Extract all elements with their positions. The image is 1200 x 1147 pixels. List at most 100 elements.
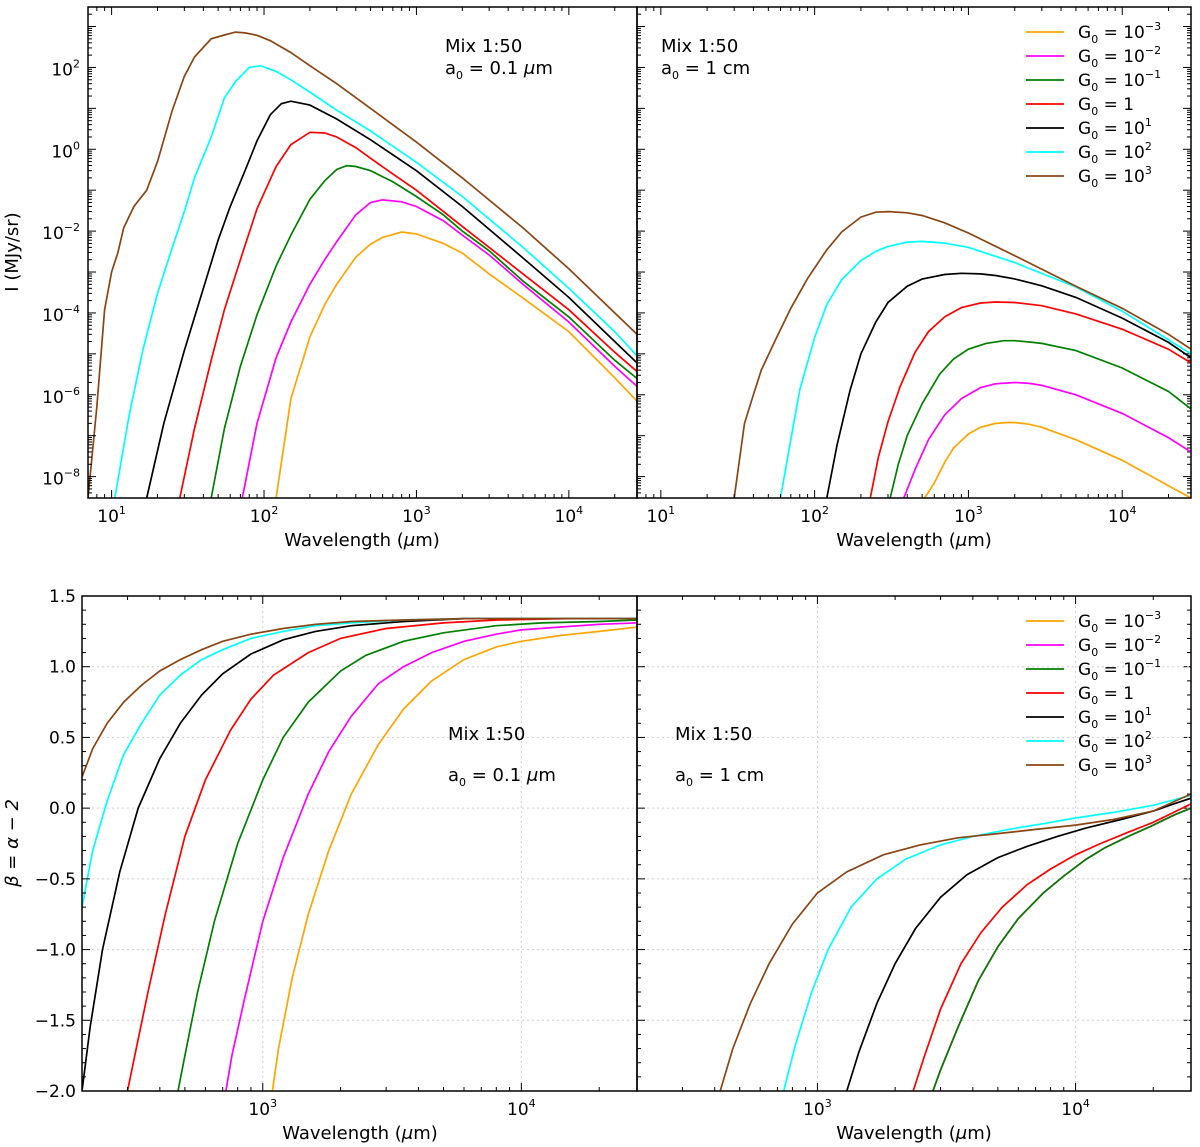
legend-label: G0 = 101 (1078, 705, 1152, 731)
panel-top-left: 10−8 10−6 10−4 10−2 100 102 101 102 103 104 Mix … (2, 6, 1191, 551)
legend-entry-G_3: G0 = 103 (1026, 753, 1152, 779)
series-line-G_m2 (241, 199, 637, 498)
anno-mix-bottom-right: Mix 1:50 (675, 724, 752, 745)
legend-label: G0 = 101 (1078, 116, 1152, 142)
legend-entry-G_3: G0 = 103 (1026, 164, 1152, 190)
legend-entry-G_m3: G0 = 10−3 (1026, 609, 1161, 635)
a0-prefix: a (448, 765, 459, 786)
legend-entry-G_m2: G0 = 10−2 (1026, 44, 1161, 70)
legend-label: G0 = 103 (1078, 753, 1152, 779)
series-line-G_2 (779, 240, 1191, 498)
yticks-top-left: 10−8 10−6 10−4 10−2 100 102 (42, 6, 1191, 499)
series-line-G_3 (82, 617, 637, 778)
legend-label: G0 = 10−2 (1078, 44, 1161, 70)
legend-label: G0 = 1 (1078, 684, 1134, 707)
legend-label: G0 = 103 (1078, 164, 1152, 190)
series-line-G_m3 (923, 421, 1191, 498)
y-tick-label: −0.5 (35, 870, 76, 890)
ylabel-bottom-left: β = α − 2 (2, 799, 23, 888)
a0-sub: 0 (456, 69, 463, 82)
x-tick-label: 104 (1108, 504, 1137, 527)
legend-entry-G_2: G0 = 102 (1026, 729, 1152, 755)
y-tick-label: 1.5 (49, 587, 76, 607)
series-line-G_1 (145, 100, 637, 498)
ylabel-top-left: I (MJy/sr) (2, 212, 23, 291)
legend-entry-G_m1: G0 = 10−1 (1026, 657, 1161, 683)
series-line-G_m3 (275, 231, 637, 498)
x-tick-label: 103 (954, 504, 983, 527)
x-tick-label: 101 (647, 504, 676, 527)
legend-label: G0 = 10−2 (1078, 633, 1161, 659)
a0-prefix: a (675, 765, 686, 786)
series-line-G_2 (113, 64, 637, 498)
y-tick-label: 10−6 (42, 385, 80, 408)
xlabel-top-right: Wavelength (μm) (836, 530, 992, 551)
legend-entry-G_m2: G0 = 10−2 (1026, 633, 1161, 659)
a0-unit: m (538, 765, 556, 786)
legend-label: G0 = 10−3 (1078, 609, 1161, 635)
series-line-G_3 (719, 793, 1191, 1091)
series-line-G_m2 (225, 622, 637, 1091)
y-tick-label: −2.0 (35, 1082, 76, 1102)
legend-top-right: G0 = 10−3G0 = 10−2G0 = 10−1G0 = 1G0 = 10… (1026, 20, 1161, 190)
legend-entry-G_0: G0 = 1 (1026, 684, 1134, 707)
frame-top-right (636, 6, 1192, 499)
a0-value: = 0.1 (463, 58, 524, 79)
anno-mix-top-left: Mix 1:50 (445, 36, 522, 57)
series-line-G_m3 (271, 626, 637, 1091)
a0-unit-mu: μ (523, 58, 535, 79)
legend-label: G0 = 10−1 (1078, 68, 1161, 94)
xlabel-text-2: m) (967, 1123, 992, 1144)
a0-sub: 0 (686, 776, 693, 789)
xlabel-mu: μ (401, 1123, 413, 1144)
series-line-G_m1 (932, 807, 1191, 1091)
xlabel-text-1: Wavelength ( (836, 1123, 956, 1144)
series-line-G_0 (912, 803, 1191, 1091)
xlabel-text-2: m) (415, 530, 440, 551)
legend-label: G0 = 10−3 (1078, 20, 1161, 46)
series-line-G_m1 (889, 339, 1191, 498)
legend-label: G0 = 102 (1078, 729, 1152, 755)
x-tick-label: 101 (97, 504, 126, 527)
xlabel-bottom-left: Wavelength (μm) (282, 1123, 438, 1144)
x-tick-label: 103 (803, 1097, 832, 1120)
x-tick-label: 102 (250, 504, 279, 527)
a0-unit: m (535, 58, 553, 79)
anno-a0-bottom-right: a0 = 1 cm (675, 765, 764, 789)
xlabel-text-2: m) (967, 530, 992, 551)
xlabel-mu: μ (403, 530, 415, 551)
curves-top-right (733, 210, 1191, 498)
series-line-G_0 (126, 617, 637, 1091)
y-tick-label: 10−8 (42, 467, 80, 490)
frame-bottom-right (636, 595, 1192, 1092)
series-line-G_1 (825, 272, 1191, 498)
curves-bottom-right (719, 793, 1191, 1091)
y-tick-label: 100 (51, 139, 80, 162)
y-tick-label: 102 (51, 57, 80, 80)
a0-prefix: a (445, 58, 456, 79)
panel-bottom-left: −2.0 −1.5 −1.0 −0.5 0.0 0.5 1.0 1.5 103 104 Mix … (2, 587, 1191, 1144)
xlabel-top-left: Wavelength (μm) (284, 530, 440, 551)
a0-unit-mu: μ (526, 765, 538, 786)
legend-entry-G_1: G0 = 101 (1026, 116, 1152, 142)
xlabel-mu: μ (955, 1123, 967, 1144)
legend-label: G0 = 1 (1078, 95, 1134, 118)
series-line-G_0 (869, 301, 1191, 498)
x-tick-label: 103 (248, 1097, 277, 1120)
a0-value: = 1 cm (693, 765, 764, 786)
series-line-G_0 (178, 131, 637, 498)
series-line-G_m2 (903, 381, 1191, 498)
series-line-G_m1 (210, 164, 637, 498)
legend-entry-G_m3: G0 = 10−3 (1026, 20, 1161, 46)
series-line-G_1 (82, 617, 637, 1091)
xlabel-text-2: m) (413, 1123, 438, 1144)
y-tick-label: 1.0 (49, 658, 76, 678)
y-tick-label: 0.0 (49, 799, 76, 819)
legend-bottom-right: G0 = 10−3G0 = 10−2G0 = 10−1G0 = 1G0 = 10… (1026, 609, 1161, 779)
legend-label: G0 = 10−1 (1078, 657, 1161, 683)
a0-prefix: a (661, 58, 672, 79)
a0-value: = 0.1 (466, 765, 527, 786)
legend-entry-G_1: G0 = 101 (1026, 705, 1152, 731)
series-line-G_3 (88, 31, 637, 498)
